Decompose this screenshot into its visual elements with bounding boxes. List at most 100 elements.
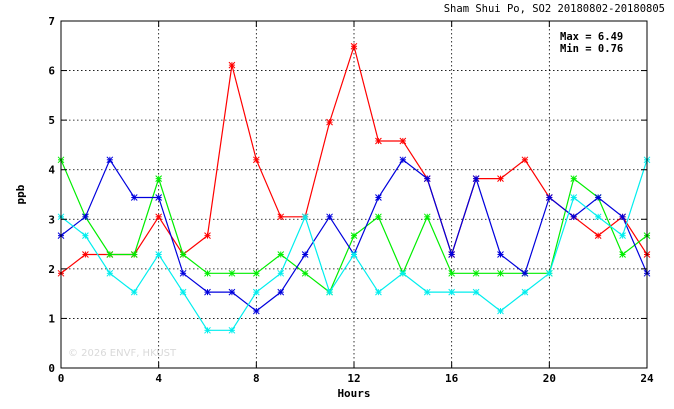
data-point <box>106 269 114 277</box>
y-axis-label: ppb <box>14 184 27 204</box>
data-point <box>130 251 138 258</box>
data-point <box>423 175 431 182</box>
data-point <box>375 288 382 296</box>
data-point <box>301 251 309 258</box>
data-point <box>326 213 333 221</box>
x-tick-label: 12 <box>347 372 360 385</box>
data-point <box>594 213 602 221</box>
data-point <box>594 194 602 201</box>
data-point <box>277 269 285 277</box>
series-3 <box>57 156 651 334</box>
data-point <box>545 194 553 201</box>
data-point <box>252 156 260 164</box>
data-point <box>399 137 407 145</box>
data-point <box>521 269 529 277</box>
data-point <box>204 232 211 239</box>
data-point <box>472 288 480 296</box>
y-tick-label: 7 <box>48 15 55 28</box>
data-point <box>619 232 626 239</box>
x-tick-label: 4 <box>155 372 162 385</box>
data-point <box>375 194 382 201</box>
data-point <box>301 269 309 277</box>
data-point <box>399 269 407 277</box>
y-tick-label: 6 <box>48 65 55 78</box>
data-point <box>423 213 431 221</box>
data-point <box>228 288 236 296</box>
data-point <box>497 307 504 315</box>
data-point <box>155 213 163 221</box>
data-point <box>350 42 358 50</box>
data-point <box>228 61 236 69</box>
x-axis-label: Hours <box>337 387 370 400</box>
data-point <box>594 232 602 239</box>
grid-layer <box>61 21 647 368</box>
data-point <box>82 232 89 239</box>
data-point <box>204 288 211 296</box>
data-point <box>130 288 138 296</box>
data-point <box>448 269 456 277</box>
data-point <box>350 251 358 258</box>
data-point <box>545 269 553 277</box>
data-point <box>179 251 187 258</box>
data-point <box>179 269 187 277</box>
data-point <box>277 288 285 296</box>
data-point <box>448 288 456 296</box>
data-point <box>252 269 260 277</box>
data-point <box>448 251 456 258</box>
x-tick-label: 0 <box>58 372 65 385</box>
y-tick-label: 2 <box>48 263 55 276</box>
data-point <box>228 326 236 334</box>
data-point <box>204 326 211 334</box>
data-point <box>375 137 382 145</box>
y-tick-label: 3 <box>48 213 55 226</box>
data-point <box>252 307 260 315</box>
series-line <box>60 44 648 274</box>
data-point <box>204 269 211 277</box>
data-point <box>619 251 626 258</box>
x-tick-label: 16 <box>445 372 459 385</box>
data-point <box>228 269 236 277</box>
data-point <box>301 213 309 221</box>
min-annotation: Min = 0.76 <box>560 43 623 55</box>
data-point <box>497 269 504 277</box>
data-point <box>497 175 504 182</box>
data-point <box>521 288 529 296</box>
data-point <box>521 156 529 164</box>
data-point <box>130 194 138 201</box>
series-layer <box>57 42 651 334</box>
max-annotation: Max = 6.49 <box>560 31 623 43</box>
x-tick-label: 24 <box>640 372 654 385</box>
data-point <box>155 175 163 182</box>
y-tick-label: 1 <box>48 312 55 325</box>
data-point <box>375 213 382 221</box>
y-tick-label: 0 <box>48 362 55 375</box>
data-point <box>472 175 480 182</box>
data-point <box>106 251 114 258</box>
x-tick-label: 20 <box>543 372 556 385</box>
data-point <box>570 194 578 201</box>
data-point <box>155 251 163 258</box>
data-point <box>179 288 187 296</box>
data-point <box>326 118 333 126</box>
data-point <box>619 213 626 221</box>
data-point <box>423 288 431 296</box>
watermark: © 2026 ENVF, HKUST <box>68 348 177 359</box>
data-point <box>252 288 260 296</box>
data-point <box>350 232 358 239</box>
data-point <box>82 251 89 258</box>
data-point <box>277 213 285 221</box>
data-point <box>570 213 578 221</box>
y-tick-label: 4 <box>48 164 55 177</box>
data-point <box>155 194 163 201</box>
chart-title: Sham Shui Po, SO2 20180802-20180805 <box>444 3 665 15</box>
data-point <box>570 175 578 182</box>
data-point <box>497 251 504 258</box>
data-point <box>472 269 480 277</box>
data-point <box>82 213 89 221</box>
data-point <box>326 288 333 296</box>
data-point <box>106 156 114 164</box>
y-tick-label: 5 <box>48 114 55 127</box>
